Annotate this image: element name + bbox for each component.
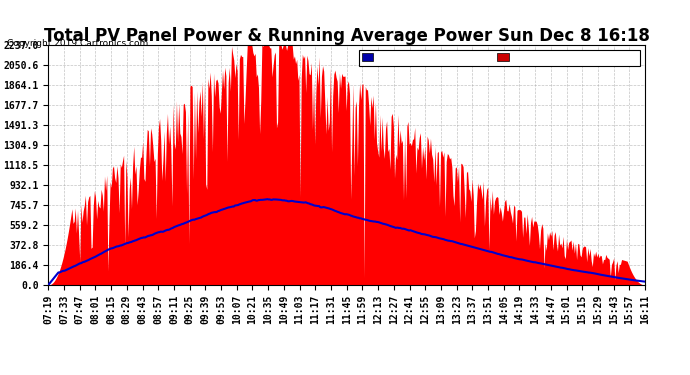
- Title: Total PV Panel Power & Running Average Power Sun Dec 8 16:18: Total PV Panel Power & Running Average P…: [43, 27, 650, 45]
- Legend: Average  (DC Watts), PV Panels  (DC Watts): Average (DC Watts), PV Panels (DC Watts): [359, 50, 640, 66]
- Text: Copyright 2019 Cartronics.com: Copyright 2019 Cartronics.com: [7, 39, 148, 48]
